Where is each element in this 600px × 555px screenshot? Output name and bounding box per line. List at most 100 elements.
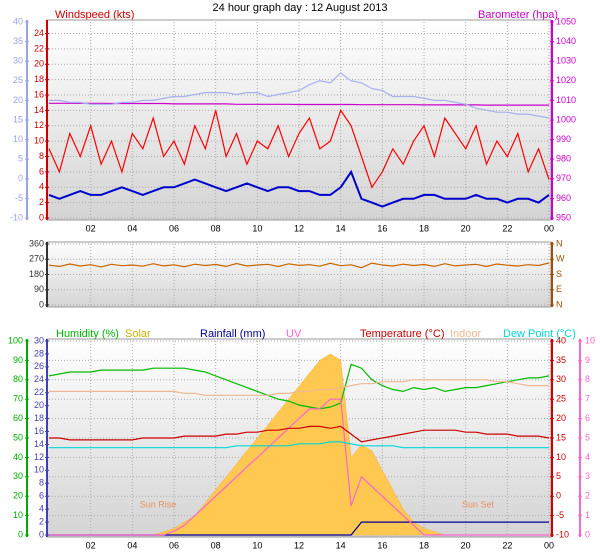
y-tick-label: 180 [29, 269, 44, 279]
x-tick-label: 20 [461, 223, 471, 233]
y2-tick-label: 30 [556, 374, 566, 384]
y2-tick-label: N [556, 238, 563, 248]
y3-tick-label: 0 [39, 529, 44, 539]
x-tick-label: 06 [169, 540, 179, 550]
x-tick-label: 14 [336, 223, 346, 233]
y3-tick-label: 24 [34, 374, 44, 384]
y-tick-label: 60 [13, 413, 23, 423]
chart-title: 24 hour graph day : 12 August 2013 [213, 2, 388, 14]
x-tick-label: 18 [419, 540, 429, 550]
y3-tick-label: 20 [13, 95, 23, 105]
y-tick-label: 20 [13, 491, 23, 501]
y2-tick-label: 1030 [556, 56, 576, 66]
y2-tick-label: 25 [556, 394, 566, 404]
y2-tick-label: 1010 [556, 95, 576, 105]
y4-tick-label: 2 [585, 491, 590, 501]
y3-tick-label: 15 [13, 114, 23, 124]
series-line [49, 379, 549, 396]
x-tick-label: 12 [294, 540, 304, 550]
y-tick-label: 14 [34, 105, 44, 115]
y2-tick-label: 950 [556, 212, 571, 222]
y3-tick-label: 28 [34, 348, 44, 358]
legend-entry: Humidity (%) [56, 328, 119, 340]
y2-tick-label: 10 [556, 452, 566, 462]
y2-tick-label: N [556, 299, 563, 309]
y-tick-label: 8 [39, 151, 44, 161]
y-tick-label: 20 [34, 59, 44, 69]
y-tick-label: 30 [13, 471, 23, 481]
x-tick-label: 20 [461, 540, 471, 550]
x-tick-label: 14 [336, 540, 346, 550]
annotation: Sun Rise [140, 499, 177, 509]
y-tick-label: 4 [39, 182, 44, 192]
y2-tick-label: E [556, 284, 562, 294]
y3-tick-label: 30 [13, 56, 23, 66]
y3-tick-label: 12 [34, 452, 44, 462]
y-tick-label: 70 [13, 394, 23, 404]
legend-entry: Solar [125, 328, 151, 340]
y4-tick-label: 1 [585, 510, 590, 520]
y-tick-label: 90 [34, 284, 44, 294]
y-tick-label: 90 [13, 355, 23, 365]
y-tick-label: 16 [34, 89, 44, 99]
y-tick-label: 10 [13, 510, 23, 520]
y2-tick-label: 20 [556, 413, 566, 423]
x-tick-label: 02 [86, 223, 96, 233]
y2-tick-label: 40 [556, 335, 566, 345]
y4-tick-label: 6 [585, 413, 590, 423]
y2-tick-label: W [556, 254, 565, 264]
y-tick-label: 100 [8, 335, 23, 345]
y3-tick-label: 30 [34, 335, 44, 345]
y-tick-label: 0 [39, 212, 44, 222]
y3-tick-label: -10 [10, 212, 23, 222]
y-tick-label: 24 [34, 28, 44, 38]
x-tick-label: 22 [502, 540, 512, 550]
plot-area [46, 19, 552, 221]
y4-tick-label: 10 [585, 335, 595, 345]
y2-tick-label: -5 [556, 510, 564, 520]
y3-tick-label: 5 [18, 154, 23, 164]
y-tick-label: 0 [18, 529, 23, 539]
y3-tick-label: 40 [13, 16, 23, 26]
y-tick-label: 0 [39, 299, 44, 309]
y4-tick-label: 9 [585, 355, 590, 365]
y-tick-label: 22 [34, 43, 44, 53]
x-tick-label: 22 [502, 223, 512, 233]
y-tick-label: 6 [39, 166, 44, 176]
y3-tick-label: 4 [39, 504, 44, 514]
annotation: Sun Set [462, 499, 495, 509]
x-tick-label: 08 [211, 540, 221, 550]
y2-tick-label: 1000 [556, 114, 576, 124]
y3-tick-label: 8 [39, 478, 44, 488]
y-tick-label: 80 [13, 374, 23, 384]
series-line [48, 262, 550, 269]
y2-tick-label: 970 [556, 173, 571, 183]
series-line [49, 398, 549, 536]
y2-tick-label: 960 [556, 193, 571, 203]
y-tick-label: 10 [34, 136, 44, 146]
y3-tick-label: 10 [13, 134, 23, 144]
legend-entry: Indoor [450, 328, 482, 340]
y3-tick-label: -5 [15, 193, 23, 203]
y3-tick-label: 6 [39, 491, 44, 501]
y2-tick-label: 1050 [556, 16, 576, 26]
x-tick-label: 10 [252, 540, 262, 550]
legend-entry: Dew Point (°C) [503, 328, 576, 340]
y-tick-label: 360 [29, 238, 44, 248]
series-line [49, 425, 550, 443]
y3-tick-label: 16 [34, 426, 44, 436]
y3-tick-label: 14 [34, 439, 44, 449]
series-line [49, 72, 550, 119]
y4-tick-label: 8 [585, 374, 590, 384]
legend-entry: Rainfall (mm) [200, 328, 265, 340]
series-line [48, 109, 550, 189]
x-tick-label: 00 [544, 223, 554, 233]
y2-tick-label: -10 [556, 529, 569, 539]
y2-tick-label: 1040 [556, 36, 576, 46]
x-tick-label: 08 [211, 223, 221, 233]
y2-tick-label: 980 [556, 154, 571, 164]
x-tick-label: 04 [127, 540, 137, 550]
y2-tick-label: 1020 [556, 75, 576, 85]
y3-tick-label: 2 [39, 516, 44, 526]
